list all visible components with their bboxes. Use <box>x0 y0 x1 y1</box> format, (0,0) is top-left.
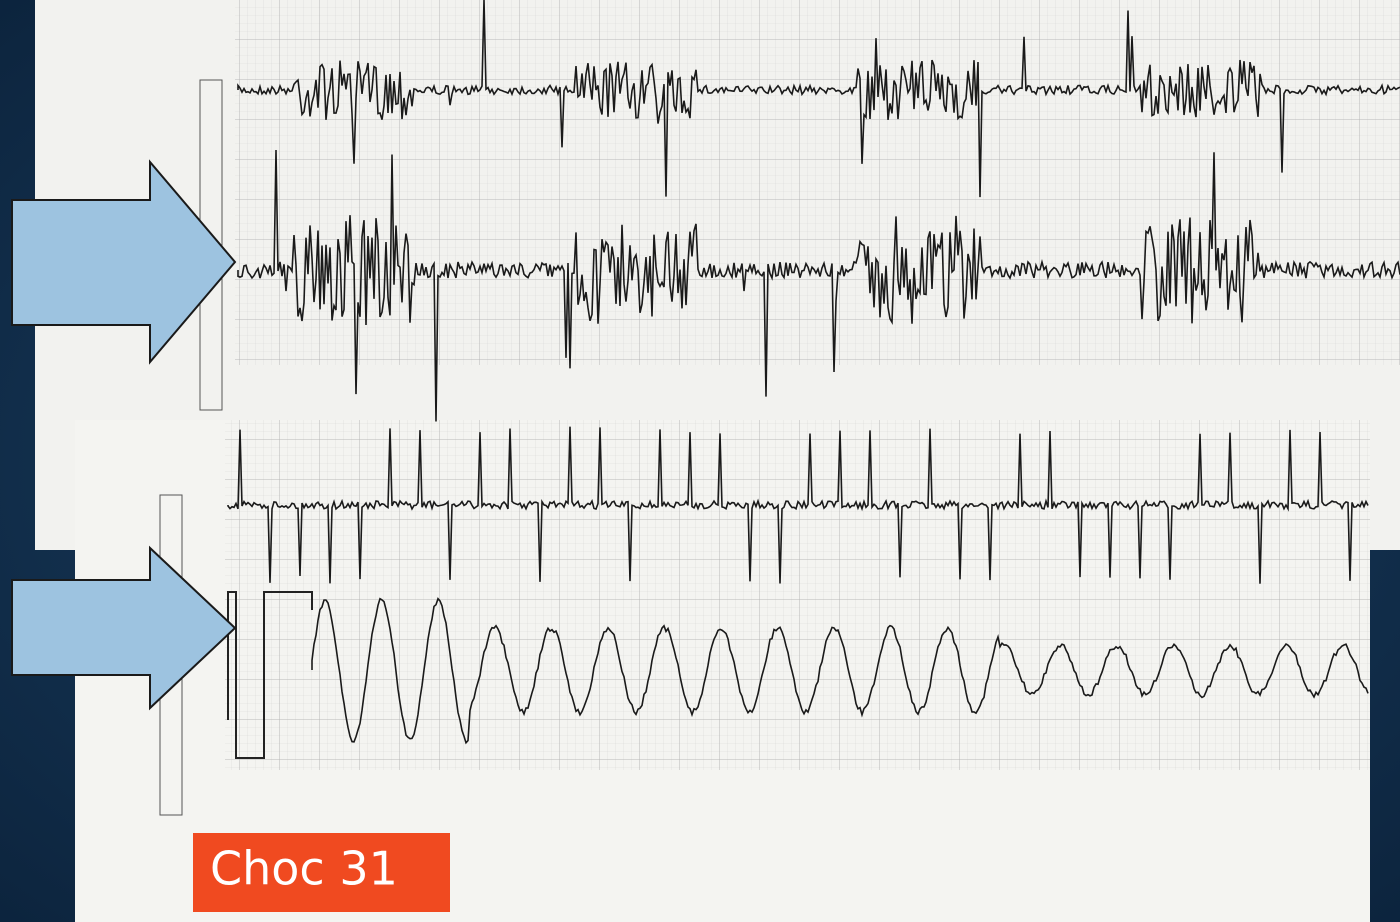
ecg-trace <box>237 0 1400 198</box>
ecg-trace <box>237 149 1400 422</box>
arrows <box>11 159 237 711</box>
arrow <box>11 545 237 711</box>
arrow <box>11 159 237 365</box>
ecg-trace <box>227 426 1369 584</box>
calibration-pulse <box>227 591 313 759</box>
ecg-trace <box>311 597 1369 745</box>
ecg-traces <box>227 0 1400 745</box>
grid <box>225 420 1370 770</box>
caption-box <box>193 833 450 912</box>
caption: Choc 31 <box>210 842 398 896</box>
